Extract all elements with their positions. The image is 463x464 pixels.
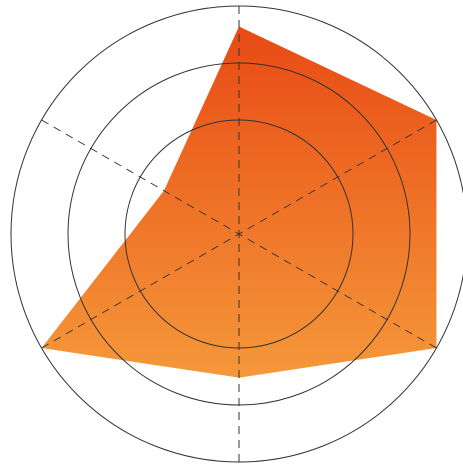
radar-axes	[41, 6, 437, 462]
axis-line-3	[41, 119, 437, 349]
